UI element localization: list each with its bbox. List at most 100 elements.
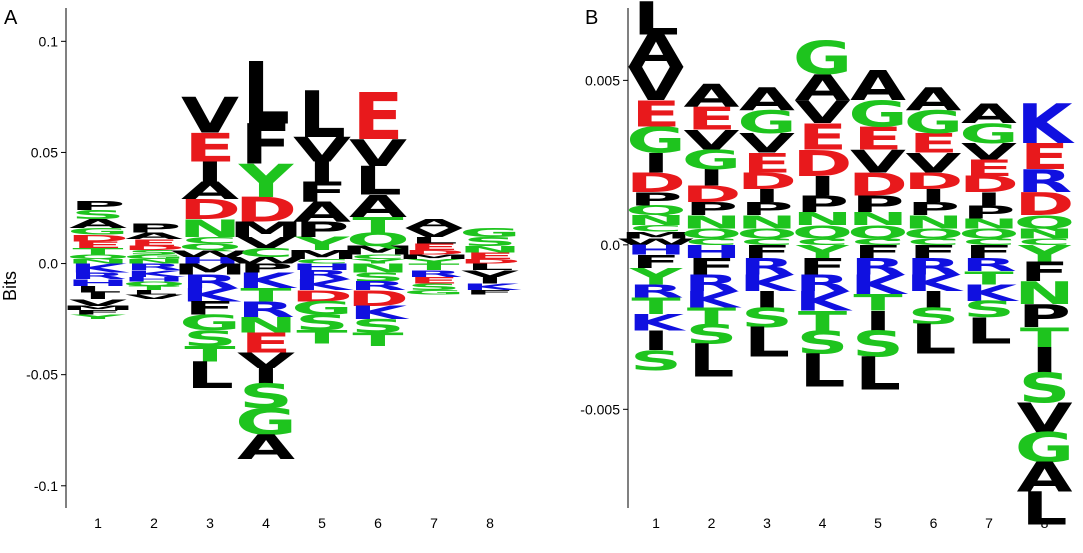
residue-glyph-t: T: [1020, 322, 1069, 354]
residue-glyph-v: V: [684, 124, 740, 156]
residue-glyph-i: I: [976, 189, 1003, 210]
residue-glyph-n: N: [1014, 275, 1074, 312]
residue-glyph-i: I: [643, 325, 670, 357]
residue-glyph-g: G: [235, 401, 297, 444]
residue-glyph-y: Y: [69, 314, 127, 321]
residue-glyph-e: E: [798, 117, 847, 159]
residue-glyph-q: Q: [736, 226, 797, 242]
residue-glyph-s: S: [796, 325, 848, 362]
residue-glyph-k: K: [1017, 94, 1076, 157]
residue-glyph-t: T: [798, 305, 847, 337]
residue-glyph-s: S: [963, 296, 1015, 323]
panel-a-x-tick-label: 2: [150, 515, 158, 531]
residue-glyph-v: V: [739, 127, 795, 159]
residue-glyph-h: H: [291, 262, 354, 273]
residue-glyph-c: C: [1018, 237, 1071, 248]
residue-glyph-i: I: [84, 291, 112, 302]
residue-glyph-k: K: [293, 276, 354, 294]
panel-b-y-tick-label: 0.0: [601, 237, 621, 253]
residue-glyph-k: K: [739, 270, 798, 297]
panel-a-label: A: [4, 7, 18, 29]
residue-glyph-g: G: [904, 104, 963, 141]
residue-glyph-i: I: [754, 286, 781, 313]
residue-glyph-k: K: [906, 270, 965, 297]
residue-glyph-r: R: [961, 255, 1017, 276]
panel-b-x-tick-label: 5: [874, 515, 882, 531]
residue-glyph-c: C: [963, 237, 1016, 248]
residue-glyph-n: N: [459, 244, 522, 255]
residue-glyph-p: P: [796, 191, 849, 218]
residue-glyph-v: V: [906, 147, 962, 179]
residue-glyph-t: T: [72, 246, 124, 257]
residue-glyph-q: Q: [346, 229, 410, 250]
residue-glyph-l: L: [410, 235, 458, 246]
residue-glyph-a: A: [69, 217, 128, 231]
residue-glyph-d: D: [123, 245, 185, 252]
residue-glyph-k: K: [237, 269, 298, 294]
residue-glyph-g: G: [1015, 425, 1074, 472]
residue-glyph-g: G: [793, 33, 852, 85]
residue-glyph-t: T: [687, 303, 737, 330]
residue-glyph-e: E: [687, 101, 736, 138]
panel-a-y-axis-title: Bits: [0, 271, 20, 301]
residue-glyph-t: T: [352, 213, 404, 238]
residue-glyph-g: G: [682, 144, 741, 176]
residue-glyph-t: T: [240, 284, 291, 305]
residue-glyph-v: V: [1017, 395, 1074, 442]
residue-glyph-p: P: [1018, 298, 1071, 335]
residue-glyph-l: L: [130, 289, 178, 296]
residue-glyph-d: D: [235, 190, 297, 229]
residue-glyph-d: D: [848, 167, 908, 204]
residue-glyph-n: N: [792, 209, 852, 230]
residue-glyph-e: E: [909, 127, 958, 159]
residue-glyph-l: L: [1021, 483, 1067, 535]
residue-glyph-v: V: [237, 234, 295, 252]
residue-glyph-y: Y: [795, 242, 850, 263]
residue-glyph-k: K: [349, 302, 409, 323]
residue-glyph-g: G: [848, 94, 907, 136]
residue-glyph-s: S: [351, 270, 405, 284]
residue-glyph-n: N: [1014, 226, 1074, 242]
panel-a-x-tick-label: 1: [94, 515, 102, 531]
residue-glyph-g: G: [291, 298, 353, 319]
residue-glyph-p: P: [852, 191, 905, 218]
panel-b-x-tick-label: 6: [930, 515, 938, 531]
residue-glyph-f: F: [687, 253, 736, 280]
residue-glyph-t: T: [631, 293, 681, 320]
residue-glyph-p: P: [71, 199, 126, 213]
residue-glyph-q: Q: [958, 226, 1019, 242]
residue-glyph-c: C: [294, 258, 349, 265]
residue-glyph-l: L: [855, 348, 901, 400]
residue-glyph-s: S: [630, 345, 682, 377]
panel-a-x-tick-label: 7: [430, 515, 438, 531]
residue-glyph-a: A: [906, 81, 962, 118]
residue-glyph-k: K: [795, 285, 853, 317]
residue-glyph-m: M: [620, 230, 692, 241]
residue-glyph-t: T: [128, 285, 179, 292]
residue-glyph-p: P: [127, 221, 182, 235]
residue-glyph-s: S: [907, 303, 959, 330]
residue-glyph-t: T: [296, 326, 347, 347]
residue-glyph-q: Q: [122, 280, 186, 287]
residue-glyph-a: A: [795, 67, 851, 109]
panel-a-x-tick-label: 8: [486, 515, 494, 531]
residue-glyph-n: N: [626, 213, 686, 229]
panel-b-x-tick-label: 1: [652, 515, 660, 531]
residue-glyph-q: Q: [625, 203, 686, 219]
residue-glyph-d: D: [682, 181, 742, 208]
residue-glyph-e: E: [408, 242, 459, 253]
panel-a-y-tick-label: -0.1: [34, 478, 58, 494]
residue-glyph-i: I: [252, 364, 280, 389]
residue-glyph-m: M: [341, 243, 416, 257]
residue-glyph-d: D: [291, 287, 353, 305]
residue-glyph-r: R: [1017, 163, 1073, 200]
residue-glyph-n: N: [903, 212, 963, 233]
residue-glyph-m: M: [397, 254, 472, 261]
residue-glyph-k: K: [69, 261, 130, 275]
residue-glyph-d: D: [347, 286, 409, 311]
residue-glyph-e: E: [1020, 136, 1069, 178]
residue-glyph-f: F: [742, 242, 791, 263]
